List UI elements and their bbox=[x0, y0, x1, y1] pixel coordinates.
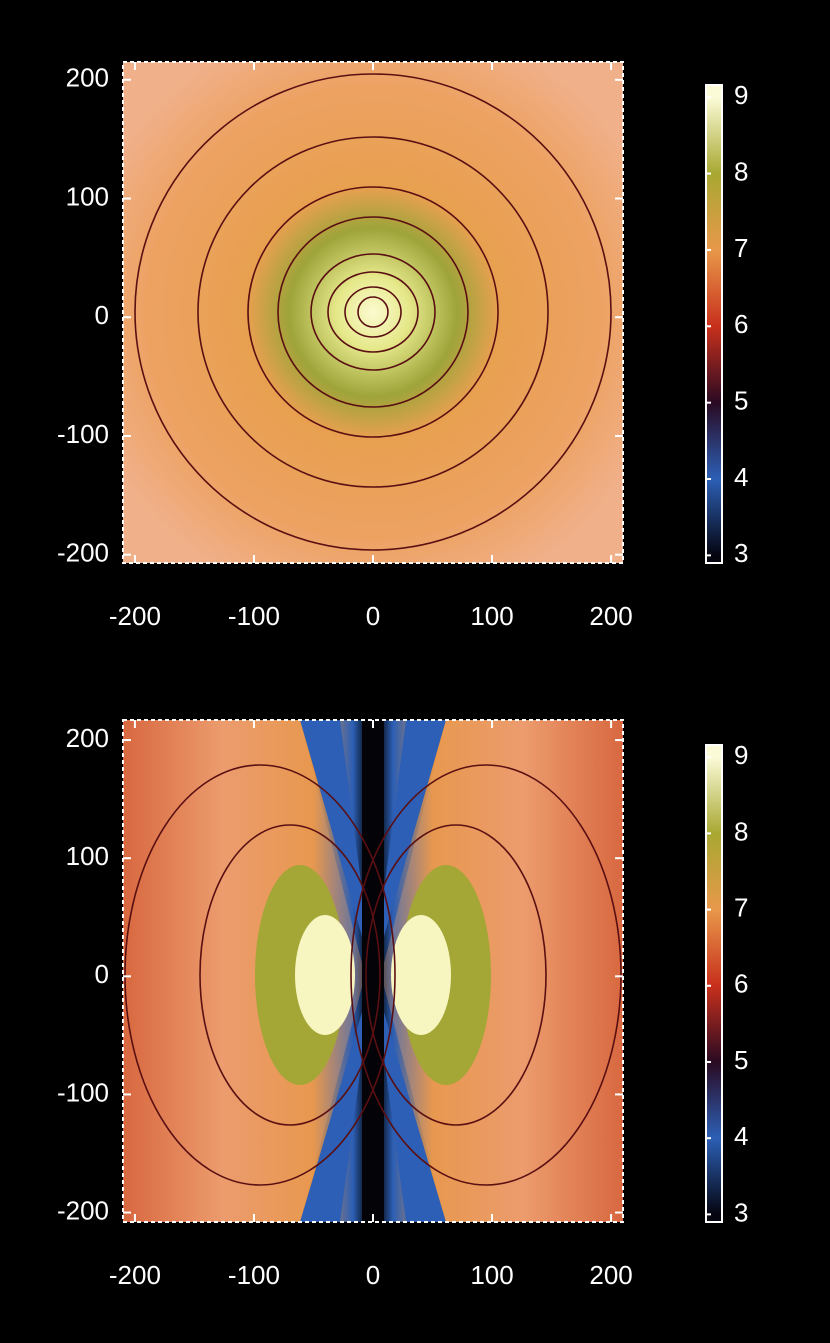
colorbar-tick-label: 7 bbox=[734, 892, 748, 922]
y-tick-label: 0 bbox=[95, 300, 109, 330]
colorbar-tick-label: 8 bbox=[734, 816, 748, 846]
x-tick-label: -200 bbox=[109, 601, 161, 631]
y-tick-label: -200 bbox=[57, 1195, 109, 1225]
plot-frame bbox=[122, 61, 624, 564]
colorbar-tick-label: 8 bbox=[734, 156, 748, 186]
colorbar-tick-label: 7 bbox=[734, 233, 748, 263]
x-tick-label: 200 bbox=[589, 1260, 632, 1290]
x-tick-label: -200 bbox=[109, 1260, 161, 1290]
y-tick-label: 100 bbox=[66, 841, 109, 871]
colorbar-tick-label: 6 bbox=[734, 969, 748, 999]
colorbar-tick-label: 3 bbox=[734, 1197, 748, 1227]
y-tick-label: 200 bbox=[66, 723, 109, 753]
colorbar-tick-label: 6 bbox=[734, 309, 748, 339]
colorbar-tick-label: 4 bbox=[734, 1121, 748, 1151]
plot-frame bbox=[122, 719, 624, 1223]
y-tick-label: -200 bbox=[57, 538, 109, 568]
field-image bbox=[123, 720, 623, 1222]
y-tick-label: -100 bbox=[57, 1077, 109, 1107]
x-tick-label: -100 bbox=[228, 601, 280, 631]
colorbar-tick-label: 5 bbox=[734, 386, 748, 416]
x-tick-label: 0 bbox=[366, 601, 380, 631]
y-tick-label: 100 bbox=[66, 181, 109, 211]
colorbar-tick-label: 9 bbox=[734, 740, 748, 770]
x-tick-label: 0 bbox=[366, 1260, 380, 1290]
colorbar bbox=[705, 84, 723, 564]
y-tick-label: -100 bbox=[57, 419, 109, 449]
x-tick-label: 200 bbox=[589, 601, 632, 631]
y-tick-label: 200 bbox=[66, 63, 109, 93]
colorbar-tick-label: 4 bbox=[734, 462, 748, 492]
colorbar-tick-label: 3 bbox=[734, 538, 748, 568]
colorbar bbox=[705, 744, 723, 1223]
y-tick-label: 0 bbox=[95, 959, 109, 989]
field-image bbox=[123, 62, 623, 563]
x-tick-label: 100 bbox=[470, 601, 513, 631]
x-tick-label: 100 bbox=[470, 1260, 513, 1290]
x-tick-label: -100 bbox=[228, 1260, 280, 1290]
colorbar-tick-label: 9 bbox=[734, 80, 748, 110]
colorbar-tick-label: 5 bbox=[734, 1045, 748, 1075]
